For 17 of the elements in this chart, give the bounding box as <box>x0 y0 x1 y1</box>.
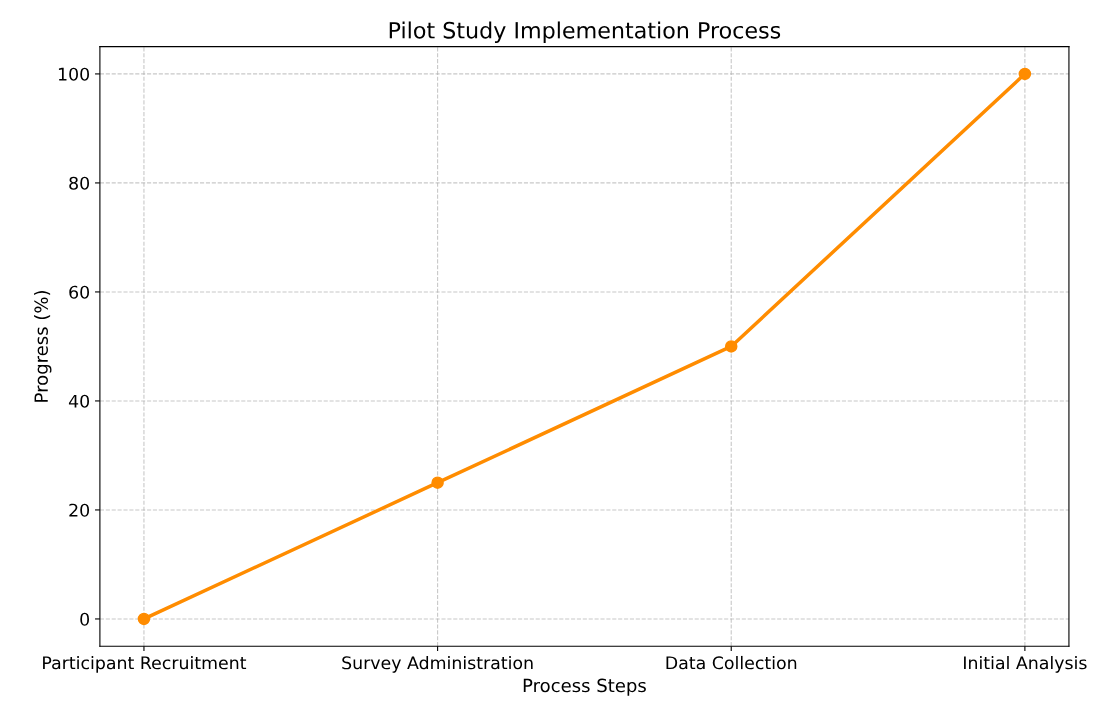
chart-title: Pilot Study Implementation Process <box>389 21 781 43</box>
y-axis-title: Progress (%) <box>34 290 52 402</box>
x-tick-label: Participant Recruitment <box>43 655 247 673</box>
x-tick-label: Data Collection <box>666 655 797 670</box>
x-axis-title: Process Steps <box>523 678 646 696</box>
point <box>1018 67 1032 81</box>
y-tick-label: 100 <box>58 67 90 81</box>
y-tick-label: 20 <box>69 503 90 517</box>
y-tick-label: 80 <box>69 176 90 190</box>
x-tick-label: Survey Administration <box>342 655 533 673</box>
x-tick-label: Initial Analysis <box>964 655 1087 673</box>
point <box>431 476 444 489</box>
point <box>137 612 151 626</box>
y-tick-label: 60 <box>69 285 90 299</box>
y-tick-label: 40 <box>68 394 90 408</box>
point <box>724 340 738 353</box>
y-tick-label: 0 <box>80 612 90 626</box>
